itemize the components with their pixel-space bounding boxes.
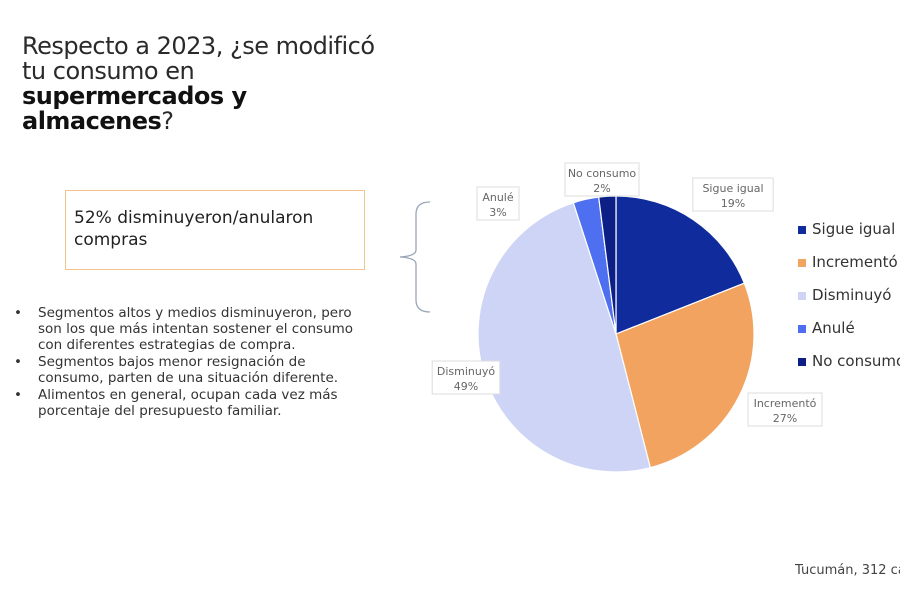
legend-item: Disminuyó [798, 286, 900, 319]
chart-legend: Sigue igual Incrementó Disminuyó Anulé No co… [798, 220, 900, 385]
legend-label: Incrementó [812, 253, 898, 271]
data-label: 2% [593, 182, 610, 195]
legend-swatch [798, 325, 806, 333]
data-label-box [476, 186, 520, 221]
slide-title: Respecto a 2023, ¿se modificó tu consumo… [22, 34, 375, 134]
legend-item: Incrementó [798, 253, 900, 286]
bullet-list: Segmentos altos y medios disminuyeron, p… [14, 305, 374, 420]
data-label: No consumo [568, 167, 637, 180]
bullet-item: Alimentos en general, ocupan cada vez má… [14, 387, 374, 419]
legend-swatch [798, 259, 806, 267]
pie-slice-sigue-igual [615, 195, 746, 335]
title-bold: supermercados y [22, 82, 247, 110]
title-line: Respecto a 2023, ¿se modificó [22, 32, 375, 60]
title-line: tu consumo en [22, 57, 195, 85]
legend-label: Disminuyó [812, 286, 892, 304]
data-label: 3% [489, 206, 506, 219]
data-label: Sigue igual [702, 182, 763, 195]
legend-swatch [798, 292, 806, 300]
bullet-item: Segmentos bajos menor resignación de con… [14, 354, 374, 386]
data-label: 49% [454, 380, 478, 393]
data-label-box [431, 360, 501, 395]
data-label: 19% [721, 197, 745, 210]
bullet-item: Segmentos altos y medios disminuyeron, p… [14, 305, 374, 353]
legend-item: Anulé [798, 319, 900, 352]
data-label-box [564, 162, 640, 197]
legend-label: Sigue igual [812, 220, 896, 238]
data-label: Anulé [482, 191, 514, 204]
title-end: ? [161, 107, 174, 135]
data-label: Disminuyó [437, 365, 495, 378]
data-label: Incrementó [754, 397, 817, 410]
pie-slice-incrementó [615, 282, 755, 469]
source-note: Tucumán, 312 ca [795, 563, 900, 578]
title-bold: almacenes [22, 107, 162, 135]
legend-label: Anulé [812, 319, 855, 337]
brace-icon [399, 201, 431, 313]
callout-box: 52% disminuyeron/anularon compras [65, 190, 365, 270]
legend-item: Sigue igual [798, 220, 900, 253]
legend-label: No consumo [812, 352, 900, 370]
legend-swatch [798, 358, 806, 366]
legend-swatch [798, 226, 806, 234]
data-label: 27% [773, 412, 797, 425]
data-label-box [747, 392, 823, 427]
data-label-box [692, 177, 774, 212]
legend-item: No consumo [798, 352, 900, 385]
